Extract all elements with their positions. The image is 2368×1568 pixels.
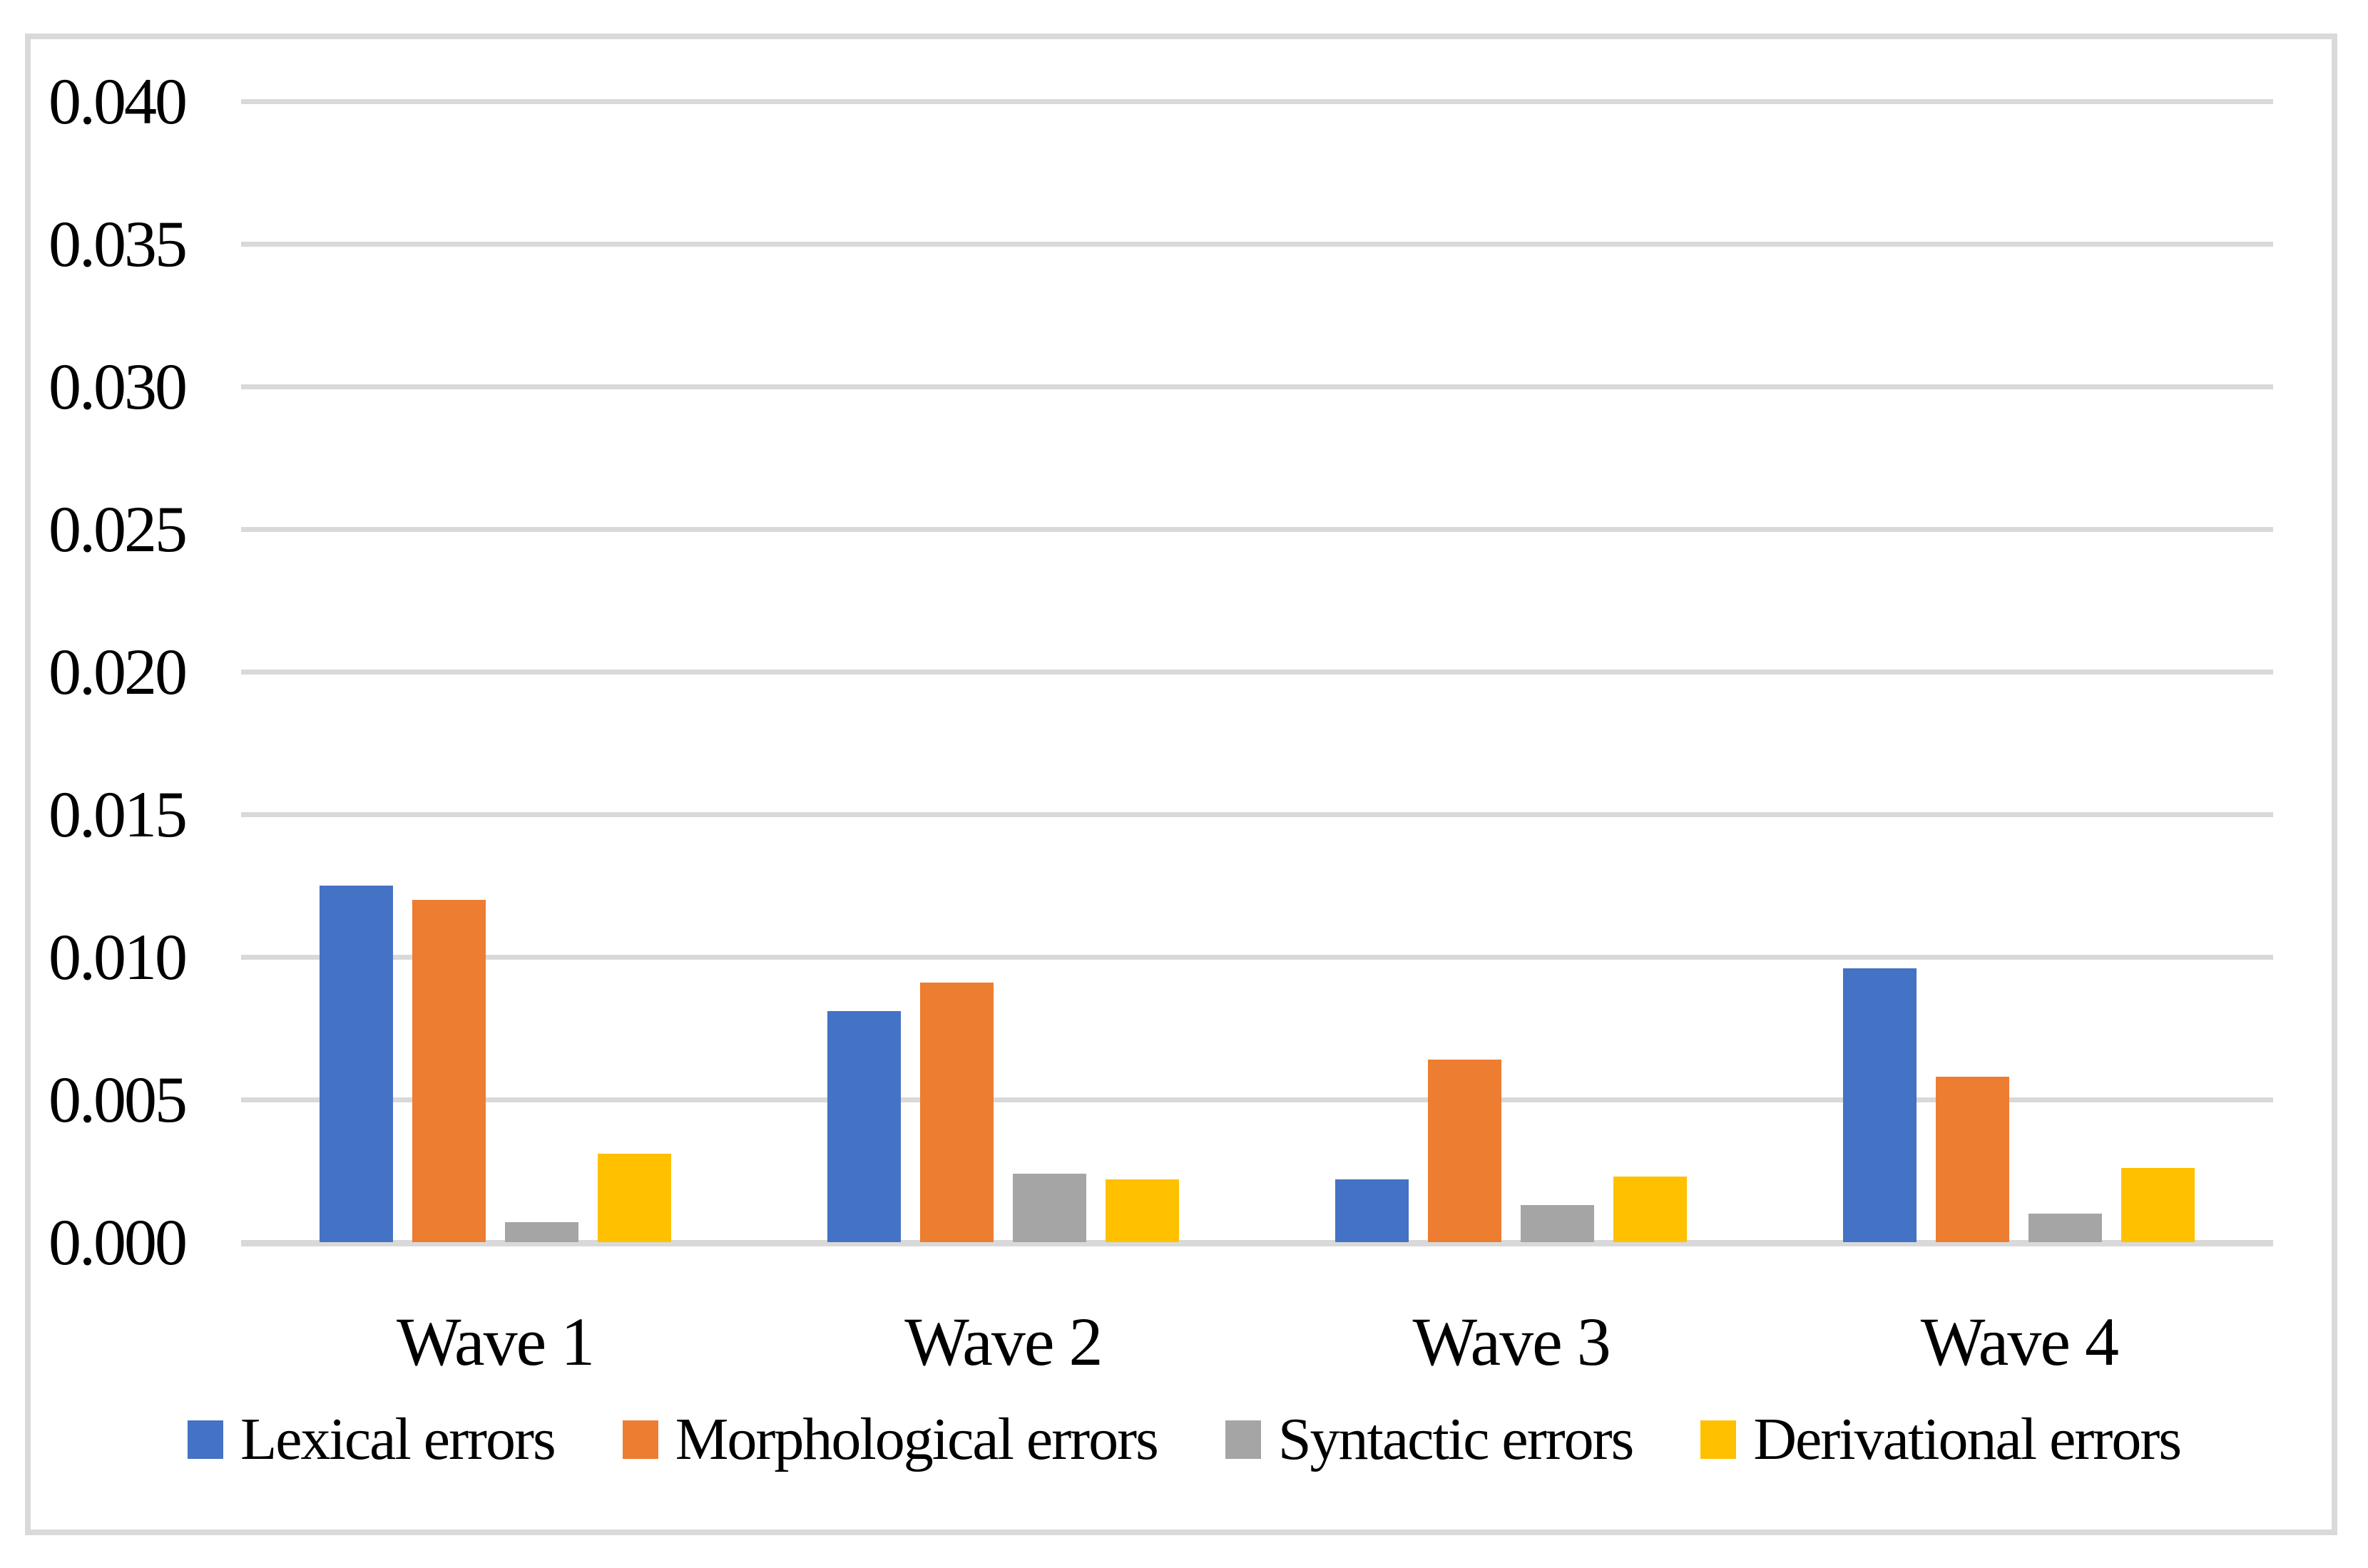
bar-group-wave-2 xyxy=(749,87,1257,1242)
gridline xyxy=(241,955,2273,960)
bar-syntactic-errors xyxy=(1012,1174,1086,1242)
y-axis-tick-label: 0.005 xyxy=(49,1063,188,1136)
bar-group-wave-3 xyxy=(1257,87,1765,1242)
bar-lexical-errors xyxy=(1335,1179,1409,1242)
x-axis-category-label: Wave 1 xyxy=(397,1303,595,1380)
bar-morphological-errors xyxy=(1428,1060,1502,1242)
y-axis-tick-label: 0.000 xyxy=(49,1206,188,1279)
y-axis-tick-label: 0.020 xyxy=(49,635,188,708)
legend-label: Derivational errors xyxy=(1753,1406,2182,1472)
bar-derivational-errors xyxy=(597,1154,671,1242)
bar-group-wave-1 xyxy=(241,87,749,1242)
bar-syntactic-errors xyxy=(504,1222,578,1242)
bar-lexical-errors xyxy=(319,886,393,1242)
legend: Lexical errors Morphological errors Syntac… xyxy=(26,1400,2342,1479)
legend-color-swatch-icon xyxy=(187,1420,223,1459)
gridline xyxy=(241,670,2273,675)
legend-item-syntactic-errors: Syntactic errors xyxy=(1225,1406,1634,1472)
legend-label: Syntactic errors xyxy=(1277,1406,1634,1472)
bar-derivational-errors xyxy=(1613,1177,1688,1242)
x-axis-category-label: Wave 2 xyxy=(904,1303,1103,1380)
x-axis-category-label: Wave 3 xyxy=(1412,1303,1611,1380)
legend-item-morphological-errors: Morphological errors xyxy=(622,1406,1159,1472)
bar-syntactic-errors xyxy=(2028,1214,2103,1242)
bar-derivational-errors xyxy=(2121,1168,2195,1242)
legend-item-derivational-errors: Derivational errors xyxy=(1700,1406,2182,1472)
legend-color-swatch-icon xyxy=(622,1420,658,1459)
legend-color-swatch-icon xyxy=(1700,1420,1737,1459)
y-axis-tick-label: 0.030 xyxy=(49,350,188,423)
bar-syntactic-errors xyxy=(1521,1205,1595,1242)
y-axis-tick-label: 0.040 xyxy=(49,65,188,138)
bar-lexical-errors xyxy=(1843,968,1917,1242)
gridline xyxy=(241,527,2273,532)
bar-lexical-errors xyxy=(827,1011,901,1242)
legend-item-lexical-errors: Lexical errors xyxy=(187,1406,556,1472)
gridline xyxy=(241,384,2273,389)
legend-color-swatch-icon xyxy=(1225,1420,1261,1459)
x-axis-line xyxy=(241,1240,2273,1246)
y-axis-tick-label: 0.035 xyxy=(49,207,188,280)
x-axis-category-label: Wave 4 xyxy=(1920,1303,2119,1380)
gridline xyxy=(241,1097,2273,1102)
y-axis-tick-label: 0.015 xyxy=(49,778,188,851)
y-axis-tick-label: 0.025 xyxy=(49,493,188,565)
legend-label: Lexical errors xyxy=(240,1406,556,1472)
gridline xyxy=(241,242,2273,247)
gridline xyxy=(241,99,2273,104)
bar-morphological-errors xyxy=(919,983,994,1242)
chart-border-frame xyxy=(25,34,2337,1535)
y-axis-tick-label: 0.010 xyxy=(49,921,188,993)
bar-derivational-errors xyxy=(1105,1179,1179,1242)
gridline xyxy=(241,812,2273,817)
bar-group-wave-4 xyxy=(1765,87,2273,1242)
bar-morphological-errors xyxy=(412,900,486,1242)
legend-label: Morphological errors xyxy=(675,1406,1159,1472)
bar-morphological-errors xyxy=(1936,1077,2010,1242)
